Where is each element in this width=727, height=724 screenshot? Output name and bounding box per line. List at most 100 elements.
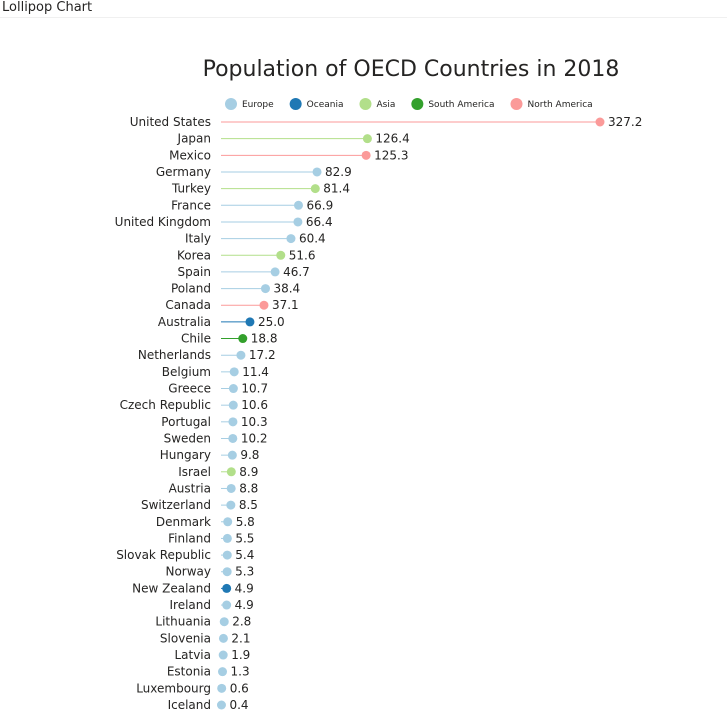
country-label: Mexico xyxy=(169,148,211,162)
country-label: Portugal xyxy=(161,415,211,429)
lollipop-dot[interactable] xyxy=(222,567,232,577)
lollipop-dot[interactable] xyxy=(270,267,280,277)
country-label: Canada xyxy=(165,298,211,312)
legend-marker xyxy=(225,98,237,110)
lollipop-dot[interactable] xyxy=(361,150,371,160)
lollipop-dot[interactable] xyxy=(226,500,236,510)
country-label: Sweden xyxy=(164,431,211,445)
lollipop-dot[interactable] xyxy=(595,117,605,127)
row-luxembourg: Luxembourg 0.6 xyxy=(136,681,249,695)
country-label: Germany xyxy=(156,165,211,179)
country-label: Japan xyxy=(177,132,211,146)
visual-header: Lollipop Chart xyxy=(0,0,727,18)
legend-item-europe[interactable]: Europe xyxy=(225,98,274,110)
value-label: 2.8 xyxy=(232,615,251,629)
lollipop-dot[interactable] xyxy=(310,184,320,194)
value-label: 10.6 xyxy=(241,398,268,412)
lollipop-dot[interactable] xyxy=(293,200,303,210)
lollipop-dot[interactable] xyxy=(222,533,232,543)
country-label: Czech Republic xyxy=(120,398,211,412)
lollipop-dot[interactable] xyxy=(222,583,232,593)
row-germany: Germany 82.9 xyxy=(156,165,352,179)
legend-label: North America xyxy=(528,100,593,110)
row-poland: Poland 38.4 xyxy=(171,282,300,296)
lollipop-dot[interactable] xyxy=(223,517,233,527)
lollipop-dot[interactable] xyxy=(236,350,246,360)
row-slovak-republic: Slovak Republic 5.4 xyxy=(116,548,254,562)
lollipop-dot[interactable] xyxy=(259,300,269,310)
legend-label: Asia xyxy=(376,100,395,110)
lollipop-dot[interactable] xyxy=(227,450,237,460)
lollipop-dot[interactable] xyxy=(245,317,255,327)
value-label: 0.6 xyxy=(230,681,249,695)
country-label: Spain xyxy=(177,265,211,279)
country-label: Estonia xyxy=(167,665,211,679)
legend-label: Europe xyxy=(242,100,274,110)
country-label: France xyxy=(171,198,211,212)
country-label: Latvia xyxy=(174,648,211,662)
row-greece: Greece 10.7 xyxy=(168,382,268,396)
row-turkey: Turkey 81.4 xyxy=(171,182,350,196)
legend-marker xyxy=(359,98,372,110)
lollipop-dot[interactable] xyxy=(222,550,232,560)
lollipop-dot[interactable] xyxy=(226,483,236,493)
row-mexico: Mexico 125.3 xyxy=(169,148,408,162)
lollipop-dot[interactable] xyxy=(260,284,270,294)
legend-item-oceania[interactable]: Oceania xyxy=(289,98,344,110)
value-label: 51.6 xyxy=(289,248,316,262)
lollipop-dot[interactable] xyxy=(222,600,232,610)
lollipop-dot[interactable] xyxy=(286,234,296,244)
legend: Europe Oceania Asia South America North Amer… xyxy=(225,98,593,110)
legend-marker xyxy=(510,98,523,110)
legend-item-asia[interactable]: Asia xyxy=(359,98,395,110)
country-label: Israel xyxy=(178,465,211,479)
row-australia: Australia 25.0 xyxy=(158,315,285,329)
value-label: 9.8 xyxy=(240,448,259,462)
value-label: 126.4 xyxy=(375,132,409,146)
chart-title: Population of OECD Countries in 2018 xyxy=(203,57,620,82)
value-label: 8.9 xyxy=(239,465,258,479)
country-label: Luxembourg xyxy=(136,681,211,695)
country-label: Iceland xyxy=(168,698,211,712)
lollipop-dot[interactable] xyxy=(218,633,228,643)
row-new-zealand: New Zealand 4.9 xyxy=(132,581,254,595)
country-label: United States xyxy=(130,115,211,129)
lollipop-dot[interactable] xyxy=(276,250,286,260)
row-chile: Chile 18.8 xyxy=(181,332,278,346)
legend-item-north-america[interactable]: North America xyxy=(510,98,593,110)
country-label: Switzerland xyxy=(141,498,211,512)
row-united-states: United States 327.2 xyxy=(130,115,643,129)
lollipop-dot[interactable] xyxy=(228,400,238,410)
row-japan: Japan 126.4 xyxy=(177,132,410,146)
lollipop-dot[interactable] xyxy=(362,134,372,144)
lollipop-dot[interactable] xyxy=(226,467,236,477)
legend-marker xyxy=(411,98,424,110)
value-label: 8.5 xyxy=(239,498,258,512)
value-label: 66.9 xyxy=(306,198,333,212)
legend-label: Oceania xyxy=(307,100,344,110)
lollipop-dot[interactable] xyxy=(228,433,238,443)
lollipop-dot[interactable] xyxy=(218,667,228,677)
country-label: Slovenia xyxy=(160,631,211,645)
row-iceland: Iceland 0.4 xyxy=(168,698,249,712)
value-label: 1.3 xyxy=(231,665,250,679)
value-label: 5.5 xyxy=(235,531,254,545)
row-netherlands: Netherlands 17.2 xyxy=(138,348,276,362)
lollipop-dot[interactable] xyxy=(217,683,227,693)
lollipop-dot[interactable] xyxy=(219,617,229,627)
value-label: 38.4 xyxy=(273,282,300,296)
row-sweden: Sweden 10.2 xyxy=(164,431,268,445)
lollipop-dot[interactable] xyxy=(218,650,228,660)
lollipop-dot[interactable] xyxy=(216,700,226,710)
lollipop-dot[interactable] xyxy=(229,367,239,377)
legend-item-south-america[interactable]: South America xyxy=(411,98,495,110)
lollipop-dot[interactable] xyxy=(238,334,248,344)
lollipop-dot[interactable] xyxy=(228,384,238,394)
lollipop-dot[interactable] xyxy=(293,217,303,227)
lollipop-dot[interactable] xyxy=(312,167,322,177)
value-label: 10.2 xyxy=(241,431,268,445)
country-label: Turkey xyxy=(171,182,211,196)
lollipop-dot[interactable] xyxy=(228,417,238,427)
row-israel: Israel 8.9 xyxy=(178,465,258,479)
